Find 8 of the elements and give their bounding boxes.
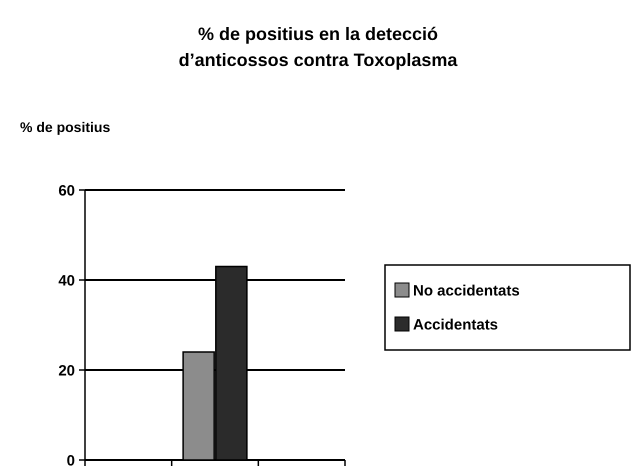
chart-title: % de positius en la detecció d’anticossos contra Toxoplasma [178, 24, 458, 70]
y-tick-label: 40 [58, 272, 75, 290]
y-tick-label: 0 [66, 452, 75, 470]
y-tick-label: 20 [58, 362, 75, 380]
legend-label: No accidentats [413, 282, 520, 300]
y-tick-label: 60 [58, 182, 75, 200]
legend-label: Accidentats [413, 316, 498, 334]
y-axis-title: % de positius [20, 119, 110, 135]
